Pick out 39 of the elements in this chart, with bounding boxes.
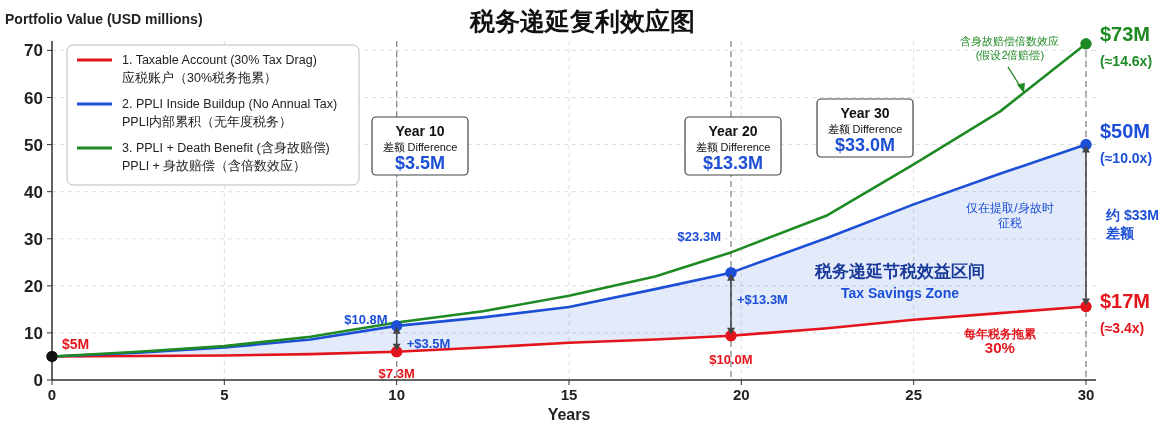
x-tick-label: 20 — [732, 386, 750, 403]
y-tick-label: 40 — [24, 182, 43, 202]
y-axis-title: Portfolio Value (USD millions) — [5, 11, 203, 27]
x-tick-label: 30 — [1077, 386, 1095, 403]
annotation: $10.0M — [709, 351, 753, 367]
annotation: $5M — [62, 335, 90, 352]
legend-label: 3. PPLI + Death Benefit (含身故赔偿) PPLI + 身故赔偿（含倍数效应） — [122, 141, 330, 173]
annotation: Year 20 差额 Difference $13.3M — [695, 123, 771, 173]
annotation: 含身故赔偿倍数效应 (假设2倍赔偿) — [960, 35, 1060, 62]
y-tick-label: 60 — [24, 88, 43, 108]
annotation: 每年税务拖累 30% — [962, 326, 1037, 356]
annotation: Year 10 差额 Difference $3.5M — [382, 123, 458, 173]
y-tick-label: 0 — [33, 371, 43, 390]
x-tick-label: 10 — [388, 386, 406, 403]
y-tick-label: 30 — [24, 229, 43, 249]
annotation: $10.8M — [344, 311, 388, 327]
x-tick-label: 25 — [905, 386, 923, 403]
chart-title: 税务递延复利效应图 — [468, 7, 695, 35]
annotation: +$3.5M — [406, 335, 451, 351]
annotation: +$13.3M — [736, 291, 788, 307]
y-tick-label: 20 — [24, 276, 43, 296]
y-tick-label: 70 — [24, 41, 43, 61]
legend-label: 2. PPLI Inside Buildup (No Annual Tax) PPLI内部累积（无年度税务） — [122, 97, 338, 129]
annotation: 税务递延节税效益区间 Tax Savings Zone — [814, 261, 985, 301]
annotation: $50M (≈10.0x) — [1100, 120, 1153, 167]
legend-label: 1. Taxable Account (30% Tax Drag) 应税账户（30%税务拖累） — [122, 53, 317, 85]
annotation: $23.3M — [677, 228, 721, 244]
annotation: $73M (≈14.6x) — [1100, 23, 1153, 70]
x-tick-label: 15 — [560, 386, 578, 403]
y-tick-label: 10 — [24, 323, 43, 343]
x-tick-label: 0 — [47, 386, 57, 403]
x-axis-title: Years — [547, 406, 591, 423]
annotation: 约 $33M 差额 — [1105, 207, 1159, 241]
annotation: Year 30 差额 Difference $33.0M — [827, 105, 903, 155]
x-tick-label: 5 — [220, 386, 229, 403]
annotation: 仅在提取/身故时征税 — [966, 201, 1054, 231]
annotation: $17M (≈3.4x) — [1100, 290, 1151, 337]
annotation: $7.3M — [378, 365, 415, 381]
y-tick-label: 50 — [24, 135, 43, 155]
